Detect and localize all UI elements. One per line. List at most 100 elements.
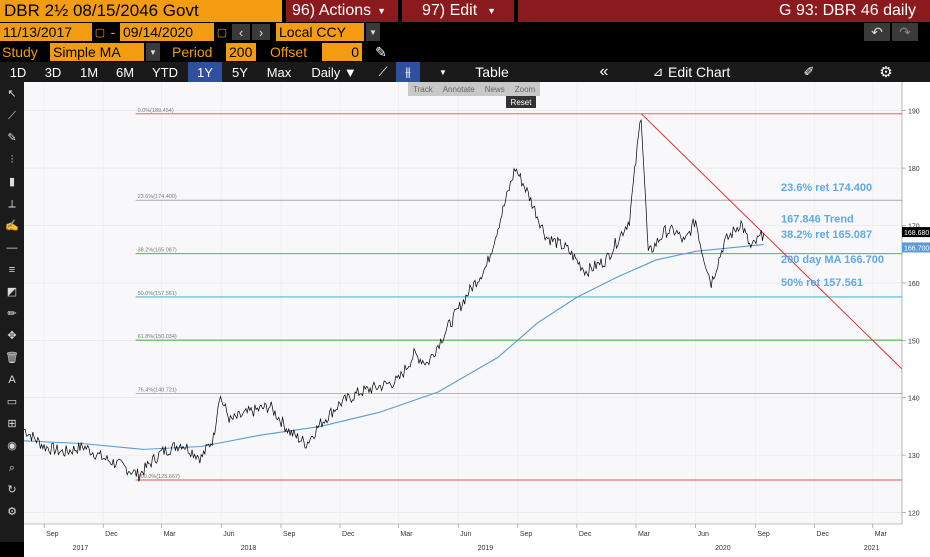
timeframe-1m[interactable]: 1M	[79, 64, 99, 80]
bar-chart-icon[interactable]: ⫵	[396, 62, 420, 82]
period-field[interactable]: 200	[226, 43, 256, 61]
x-tick-label: Sep	[283, 531, 296, 538]
gear-icon[interactable]: ⚙	[879, 64, 893, 81]
y-tick-label: 150	[908, 338, 920, 345]
line-chart-icon[interactable]: ⟋	[378, 64, 388, 79]
chevron-down-icon[interactable]: ▼	[366, 23, 380, 41]
shape-icon[interactable]: ◩	[6, 286, 18, 298]
pencil-icon[interactable]: ✎	[375, 43, 387, 60]
timeframe-5y[interactable]: 5Y	[232, 64, 248, 80]
cursor-icon[interactable]: ↖	[7, 88, 17, 100]
prev-arrow-icon[interactable]: ‹	[232, 24, 250, 40]
timeframe-ytd[interactable]: YTD	[152, 64, 178, 80]
date-separator: -	[110, 24, 116, 40]
security-ticker[interactable]: DBR 2½ 08/15/2046 Govt	[0, 0, 282, 22]
start-date-field[interactable]: 11/13/2017	[0, 23, 92, 41]
x-tick-label: Mar	[400, 531, 413, 538]
chart-toolbar: 1D 3D 1M 6M YTD 1Y 5Y Max Daily ▼ ⟋ ⫵ ▼ …	[0, 62, 930, 82]
timeframe-1y[interactable]: 1Y	[188, 62, 222, 82]
chevron-down-icon[interactable]: ▼	[439, 67, 447, 77]
edit-label: 97) Edit	[422, 2, 478, 19]
rect-icon[interactable]: ▭	[6, 396, 18, 408]
security-header-bar: DBR 2½ 08/15/2046 Govt 96) Actions ▼ 97)…	[0, 0, 930, 22]
calendar-icon[interactable]: ▢	[94, 26, 106, 39]
eye-icon[interactable]: ◉	[7, 440, 17, 452]
annotate-mode[interactable]: Annotate	[442, 84, 475, 94]
date-range-bar: 11/13/2017 ▢ - 09/14/2020 ▢ ‹ › Local CC…	[0, 22, 930, 42]
x-tick-label: Dec	[342, 531, 355, 538]
calendar-icon[interactable]: ▢	[216, 26, 228, 39]
edit-menu[interactable]: 97) Edit ▼	[402, 0, 514, 22]
chart-annotation: 38.2% ret 165.087	[781, 229, 872, 241]
x-tick-label: Mar	[638, 531, 651, 538]
last-ma-tag	[902, 242, 930, 253]
ruler-icon[interactable]: ⟂	[8, 198, 16, 210]
pen-icon[interactable]: ✎	[7, 132, 17, 144]
annotate-icon[interactable]: ✐	[803, 64, 815, 79]
timeframe-3d[interactable]: 3D	[44, 64, 62, 80]
x-tick-label: Dec	[579, 531, 592, 538]
chart-annotation: 167.846 Trend	[781, 214, 854, 226]
y-tick-label: 180	[908, 166, 920, 173]
offset-field[interactable]: 0	[322, 43, 362, 61]
grid-icon[interactable]: ⊞	[7, 418, 17, 430]
zoom-icon[interactable]: ⌕	[8, 462, 16, 474]
y-tick-label: 160	[908, 281, 920, 288]
x-tick-label: Mar	[164, 531, 177, 538]
reset-button[interactable]: Reset	[506, 96, 536, 108]
chart-mode-toolbar: Track Annotate News Zoom	[408, 82, 541, 96]
settings-icon[interactable]: ⚙	[7, 506, 17, 518]
period-label: Period	[172, 44, 213, 60]
trash-icon[interactable]: 🗑	[5, 352, 19, 364]
y-axis-panel	[902, 82, 930, 557]
redo-icon[interactable]: ↷	[892, 23, 918, 41]
frequency-dropdown[interactable]: Daily ▼	[311, 64, 357, 80]
window-title: G 93: DBR 46 daily	[518, 0, 930, 22]
offset-label: Offset	[270, 44, 308, 60]
bars-icon[interactable]: ⫶	[10, 154, 14, 166]
collapse-icon[interactable]: «	[599, 63, 609, 80]
timeframe-1d[interactable]: 1D	[9, 64, 27, 80]
x-year-label: 2019	[478, 545, 494, 552]
fib-level-label: 76.4%(140.721)	[138, 388, 177, 394]
edit-chart-button[interactable]: Edit Chart	[668, 64, 731, 80]
chart-annotation: 50% ret 157.561	[781, 277, 863, 289]
track-mode[interactable]: Track	[413, 84, 433, 94]
undo-icon[interactable]: ↶	[864, 23, 890, 41]
price-chart[interactable]: 0.0%(189.454) 23.6%(174.400) 38.2%(165.087…	[24, 82, 930, 557]
y-tick-label: 140	[908, 396, 920, 403]
timeframe-max[interactable]: Max	[266, 64, 292, 80]
y-tick-label: 170	[908, 224, 920, 231]
text-icon[interactable]: A	[8, 374, 16, 386]
chart-annotation: 200 day MA 166.700	[781, 254, 884, 266]
x-tick-label: Sep	[46, 531, 59, 538]
next-arrow-icon[interactable]: ›	[252, 24, 270, 40]
timeframe-6m[interactable]: 6M	[115, 64, 135, 80]
pencil-icon[interactable]: ✏	[7, 308, 17, 320]
brush-icon[interactable]: ✍	[5, 220, 19, 232]
table-button[interactable]: Table	[475, 64, 509, 80]
line-icon[interactable]: ⟋	[8, 110, 16, 122]
end-date-field[interactable]: 09/14/2020	[120, 23, 214, 41]
last-ma-label: 166.700	[904, 245, 929, 252]
currency-field[interactable]: Local CCY	[276, 23, 364, 41]
trend-line	[640, 113, 903, 370]
news-mode[interactable]: News	[484, 84, 505, 94]
zoom-mode[interactable]: Zoom	[514, 84, 536, 94]
move-icon[interactable]: ✥	[7, 330, 17, 342]
study-bar: Study Simple MA ▼ Period 200 Offset 0 ✎	[0, 42, 930, 62]
x-tick-label: Sep	[757, 531, 770, 538]
chevron-down-icon[interactable]: ▼	[146, 43, 160, 61]
chart-annotation: 23.6% ret 174.400	[781, 182, 872, 194]
x-tick-label: Sep	[520, 531, 533, 538]
fib-icon[interactable]: ≡	[8, 264, 16, 276]
last-price-label: 168.680	[904, 230, 929, 237]
hline-icon[interactable]: —	[6, 242, 18, 254]
fib-level-label: 100.0%(125.667)	[138, 474, 180, 480]
actions-menu[interactable]: 96) Actions ▼	[286, 0, 398, 22]
x-tick-label: Jun	[698, 531, 709, 538]
study-type-field[interactable]: Simple MA	[50, 43, 144, 61]
candles-icon[interactable]: ▮	[8, 176, 16, 188]
refresh-icon[interactable]: ↻	[7, 484, 17, 496]
last-price-tag	[902, 227, 930, 238]
